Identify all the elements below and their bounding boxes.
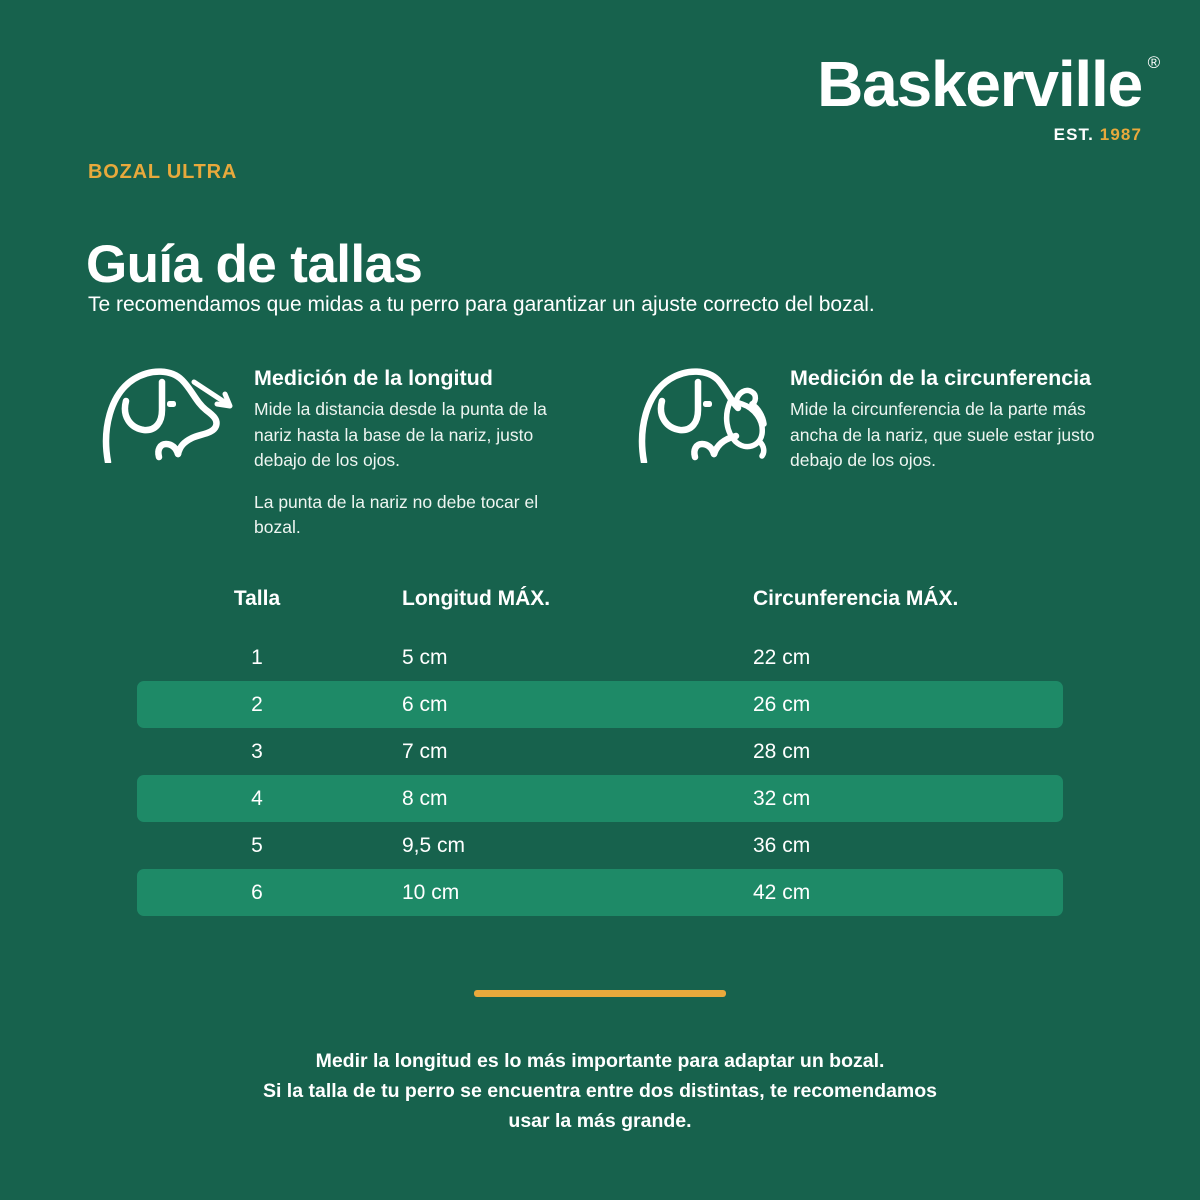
cell-size: 4 [251, 786, 263, 810]
table-header-row: Talla Longitud MÁX. Circunferencia MÁX. [137, 573, 1063, 625]
footer-note: Medir la longitud es lo más importante p… [0, 1046, 1200, 1137]
cell-girth: 22 cm [753, 645, 811, 669]
cell-girth: 26 cm [753, 692, 811, 716]
cell-size: 6 [251, 880, 263, 904]
footer-line-3: usar la más grande. [508, 1110, 692, 1133]
brand-wordmark: Baskerville ® [817, 52, 1160, 116]
column-header-length: Longitud MÁX. [402, 587, 551, 610]
measurement-heading-length: Medición de la longitud [254, 366, 493, 390]
cell-size: 3 [251, 739, 263, 763]
table-header-spacer [137, 625, 1063, 634]
measurement-text-circumference: Medición de la circunferencia Mide la ci… [790, 358, 1152, 474]
gold-divider [474, 990, 726, 997]
table-row: 1 5 cm 22 cm [137, 634, 1063, 681]
dog-head-length-arrow-icon [96, 358, 236, 466]
measurement-block-length: Medición de la longitud Mide la distanci… [96, 358, 596, 541]
cell-length: 5 cm [402, 645, 448, 669]
table-row: 6 10 cm 42 cm [137, 869, 1063, 916]
cell-length: 10 cm [402, 880, 460, 904]
footer-line-1: Medir la longitud es lo más importante p… [315, 1050, 885, 1072]
cell-girth: 32 cm [753, 786, 811, 810]
page-title: Guía de tallas [86, 234, 423, 294]
table-row: 5 9,5 cm 36 cm [137, 822, 1063, 869]
table-row: 2 6 cm 26 cm [137, 681, 1063, 728]
cell-size: 5 [251, 833, 263, 857]
column-header-size: Talla [233, 587, 281, 610]
measurement-heading-circumference: Medición de la circunferencia [790, 366, 1092, 390]
measurement-paragraph-length-2: La punta de la nariz no debe tocar el bo… [254, 491, 539, 538]
cell-girth: 36 cm [753, 833, 811, 857]
cell-length: 7 cm [402, 739, 448, 763]
cell-length: 8 cm [402, 786, 448, 810]
size-table: Talla Longitud MÁX. Circunferencia MÁX. … [137, 573, 1063, 916]
measurement-paragraph-length-1: Mide la distancia desde la punta de la n… [254, 399, 547, 471]
brand-logo: Baskerville ® EST. 1987 [817, 52, 1160, 145]
registered-trademark-icon: ® [1147, 53, 1161, 72]
cell-size: 2 [251, 692, 263, 716]
cell-length: 9,5 cm [402, 833, 466, 857]
brand-wordmark-text: Baskerville [817, 48, 1143, 120]
brand-established: EST. 1987 [817, 125, 1142, 145]
measurement-paragraph-circumference-1: Mide la circunferencia de la parte más a… [790, 399, 1095, 471]
table-row: 4 8 cm 32 cm [137, 775, 1063, 822]
established-year: 1987 [1099, 125, 1142, 144]
dog-head-tape-measure-icon [632, 358, 772, 466]
cell-size: 1 [251, 645, 263, 669]
cell-length: 6 cm [402, 692, 448, 716]
measurement-block-circumference: Medición de la circunferencia Mide la ci… [632, 358, 1152, 474]
established-label: EST. [1053, 125, 1094, 144]
product-eyebrow: BOZAL ULTRA [88, 161, 238, 183]
page-subtitle: Te recomendamos que midas a tu perro par… [88, 293, 875, 316]
cell-girth: 28 cm [753, 739, 811, 763]
measurement-text-length: Medición de la longitud Mide la distanci… [254, 358, 596, 541]
table-row: 3 7 cm 28 cm [137, 728, 1063, 775]
cell-girth: 42 cm [753, 880, 811, 904]
footer-line-2: Si la talla de tu perro se encuentra ent… [262, 1080, 938, 1103]
column-header-girth: Circunferencia MÁX. [753, 587, 959, 610]
